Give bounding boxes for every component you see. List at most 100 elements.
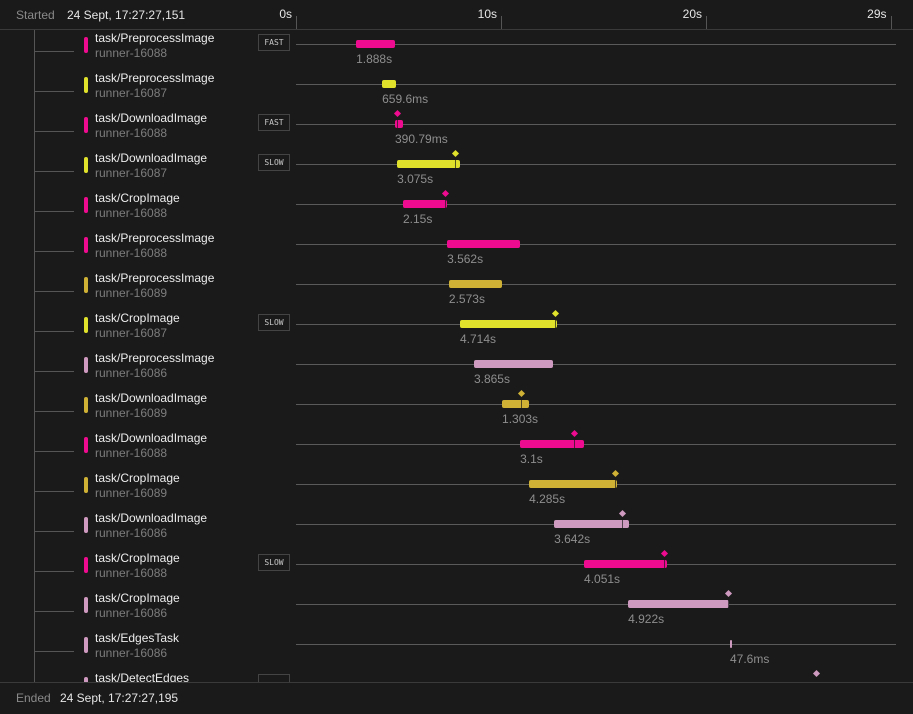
tree-connector [34, 70, 74, 92]
duration-bar[interactable] [460, 320, 557, 328]
task-row[interactable]: task/CropImage runner-16086 4.922s [0, 589, 913, 630]
duration-bar[interactable] [395, 120, 403, 128]
tick-label: 29s [867, 7, 887, 21]
duration-bar[interactable] [502, 400, 529, 408]
marker-diamond-icon[interactable] [451, 149, 459, 158]
duration-bar[interactable] [397, 160, 461, 168]
tree-connector [34, 230, 74, 252]
duration-bar[interactable] [447, 240, 521, 248]
task-row[interactable]: task/PreprocessImage runner-16088 FAST 1.88… [0, 30, 913, 70]
marker-diamond-icon[interactable] [394, 109, 402, 118]
task-row[interactable]: task/PreprocessImage runner-16087 659.6ms [0, 70, 913, 110]
duration-label: 3.1s [520, 452, 543, 466]
task-row[interactable]: task/PreprocessImage runner-16086 3.865s [0, 350, 913, 390]
runner-name: runner-16089 [95, 486, 168, 500]
duration-bar[interactable] [584, 560, 668, 568]
runner-name: runner-16089 [95, 406, 168, 420]
task-row[interactable]: task/EdgesTask runner-16086 47.6ms [0, 630, 913, 670]
task-row[interactable]: task/CropImage runner-16088 2.15s [0, 189, 913, 230]
task-row[interactable]: task/DetectEdgesrunner-16086 [0, 669, 913, 682]
task-row[interactable]: task/CropImage runner-16088 SLOW 4.051s [0, 549, 913, 590]
marker-line [614, 475, 616, 488]
marker-diamond-icon[interactable] [570, 429, 578, 438]
marker-diamond-icon[interactable] [441, 189, 450, 198]
timeline-track [296, 604, 896, 605]
runner-color-indicator [84, 357, 88, 373]
task-row[interactable]: task/CropImage runner-16089 4.285s [0, 469, 913, 510]
started-value: 24 Sept, 17:27:27,151 [67, 8, 186, 22]
runner-name: runner-16087 [95, 86, 168, 100]
marker-line [521, 395, 523, 408]
runner-name: runner-16088 [95, 446, 168, 460]
task-row[interactable]: task/DownloadImage runner-16086 3.642s [0, 509, 913, 550]
tree-connector [34, 670, 74, 682]
marker-diamond-icon[interactable] [618, 509, 626, 518]
duration-label: 4.285s [529, 492, 566, 506]
tree-line [34, 30, 35, 682]
marker-line [573, 435, 575, 448]
duration-bar[interactable] [448, 280, 502, 288]
timeline-track [296, 324, 896, 325]
marker-diamond-icon[interactable] [518, 389, 526, 398]
task-row[interactable]: task/DownloadImage runner-16087 SLOW 3.075s [0, 149, 913, 190]
tree-connector [34, 430, 74, 452]
runner-name: runner-16087 [95, 326, 168, 340]
duration-bar[interactable] [520, 440, 584, 448]
marker-diamond-icon[interactable] [724, 589, 732, 598]
marker-diamond-icon[interactable] [813, 669, 821, 678]
ended-value: 24 Sept, 17:27:27,195 [60, 691, 179, 705]
task-row[interactable]: task/DownloadImage runner-16089 1.303s [0, 389, 913, 430]
duration-bar[interactable] [529, 480, 617, 488]
duration-bar[interactable] [403, 200, 448, 208]
task-row[interactable]: task/PreprocessImage runner-16089 2.573s [0, 270, 913, 310]
tree-connector [34, 590, 74, 612]
runner-color-indicator [84, 397, 88, 413]
runner-color-indicator [84, 637, 88, 653]
task-name: task/DownloadImage [95, 111, 208, 125]
task-row[interactable]: task/DownloadImage runner-16088 FAST 390.79… [0, 109, 913, 150]
task-list[interactable]: task/PreprocessImage runner-16088 FAST 1.88… [0, 30, 913, 682]
tick-mark [890, 16, 892, 29]
duration-label: 4.714s [460, 332, 497, 346]
marker-line [727, 595, 729, 608]
task-row[interactable]: task/DownloadImage runner-16088 3.1s [0, 429, 913, 470]
timeline-track [296, 84, 896, 85]
task-row[interactable]: task/CropImage runner-16087 SLOW 4.714s [0, 309, 913, 350]
timeline-track [296, 204, 896, 205]
tree-connector [34, 350, 74, 372]
speed-badge: FAST [258, 34, 290, 51]
duration-bar[interactable] [382, 80, 396, 88]
duration-label: 3.562s [447, 252, 484, 266]
speed-badge: SLOW [258, 554, 290, 571]
runner-color-indicator [84, 117, 88, 133]
tree-connector [34, 390, 74, 412]
runner-color-indicator [84, 237, 88, 253]
runner-color-indicator [84, 77, 88, 93]
marker-diamond-icon[interactable] [551, 309, 559, 318]
duration-bar[interactable] [729, 640, 732, 648]
duration-bar[interactable] [356, 40, 395, 48]
tree-connector [34, 550, 74, 572]
speed-badge [258, 674, 290, 682]
duration-bar[interactable] [628, 600, 729, 608]
runner-name: runner-16087 [95, 166, 168, 180]
task-name: task/DownloadImage [95, 151, 208, 165]
duration-bar[interactable] [554, 520, 629, 528]
runner-name: runner-16086 [95, 366, 168, 380]
marker-diamond-icon[interactable] [611, 469, 620, 478]
duration-label: 2.15s [403, 212, 433, 226]
duration-bar[interactable] [473, 360, 554, 368]
runner-color-indicator [84, 157, 88, 173]
timeline-track [296, 404, 896, 405]
speed-badge: FAST [258, 114, 290, 131]
task-row[interactable]: task/PreprocessImage runner-16088 3.562s [0, 230, 913, 270]
duration-label: 4.922s [628, 612, 665, 626]
task-name: task/DetectEdges [95, 671, 190, 682]
marker-diamond-icon[interactable] [660, 549, 669, 558]
runner-color-indicator [84, 677, 88, 682]
tick-mark [501, 16, 502, 29]
started-label: Started [16, 8, 55, 22]
runner-color-indicator [84, 597, 88, 613]
duration-label: 3.075s [397, 172, 434, 186]
marker-line [397, 115, 399, 128]
